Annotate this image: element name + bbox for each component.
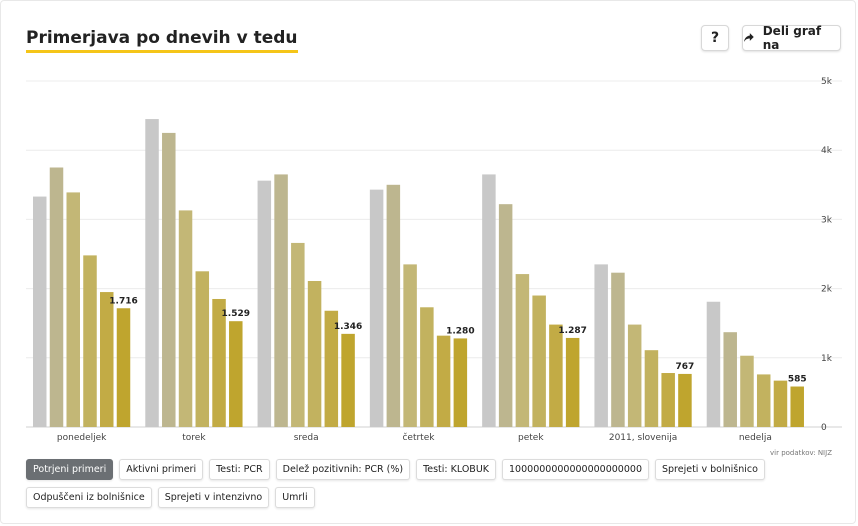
- bar-value-label: 585: [788, 375, 807, 385]
- metric-tab[interactable]: Testi: KLOBUK: [416, 459, 497, 480]
- metric-tab[interactable]: Potrjeni primeri: [26, 459, 114, 480]
- bar: [49, 167, 64, 427]
- bar: [740, 355, 754, 427]
- bar: [291, 242, 305, 427]
- bar: [678, 373, 692, 427]
- bar: [341, 333, 355, 427]
- bar: [195, 271, 210, 427]
- bar: [116, 308, 131, 427]
- bar: [33, 196, 47, 427]
- y-tick-label: 5k: [821, 77, 833, 87]
- y-tick-label: 4k: [821, 146, 833, 156]
- metric-tab[interactable]: Aktivni primeri: [119, 459, 204, 480]
- bar: [453, 338, 468, 427]
- bar: [756, 374, 771, 427]
- bar: [549, 324, 563, 427]
- bar: [83, 255, 97, 427]
- bar: [773, 380, 788, 427]
- bars: [33, 119, 804, 427]
- x-tick-label: 2011, slovenija: [609, 433, 677, 443]
- bar: [611, 272, 625, 427]
- y-axis: 0 1k 2k 3k 4k 5k: [821, 77, 833, 433]
- metric-tab[interactable]: Testi: PCR: [209, 459, 270, 480]
- metric-tab[interactable]: Odpuščeni iz bolnišnice: [26, 487, 152, 508]
- bar: [257, 180, 272, 427]
- share-arrow-icon: [743, 33, 754, 42]
- y-tick-label: 2k: [821, 285, 833, 295]
- bar-value-label: 1.716: [109, 296, 137, 306]
- share-label: Deli graf na: [762, 24, 822, 52]
- x-tick-label: ponedeljek: [57, 433, 107, 443]
- bar: [661, 373, 675, 427]
- bar-value-label: 1.287: [558, 326, 586, 336]
- bar: [274, 174, 288, 427]
- metric-tab[interactable]: Umrli: [275, 487, 315, 508]
- bar: [790, 386, 804, 427]
- bar: [644, 350, 659, 427]
- data-source: vir podatkov: NIJZ: [770, 449, 832, 457]
- x-axis: ponedeljek torek sreda četrtek petek 2011, sl…: [57, 432, 772, 443]
- grid-lines: [26, 80, 842, 428]
- bar: [100, 292, 114, 427]
- bar: [706, 301, 721, 427]
- x-tick-label: četrtek: [402, 432, 435, 443]
- bar: [369, 189, 384, 427]
- bar: [178, 210, 193, 427]
- bar: [162, 132, 176, 427]
- bar: [307, 280, 322, 427]
- x-tick-label: torek: [182, 433, 206, 443]
- chart-title: Primerjava po dnevih v tedu: [26, 28, 298, 53]
- bar: [229, 321, 243, 427]
- bar-chart: 1.716 1.529 1.346 1.280 1.287 767 585 ponedelj…: [26, 77, 842, 443]
- x-tick-label: nedelja: [739, 433, 772, 443]
- bar: [723, 332, 737, 427]
- bar: [145, 119, 159, 427]
- y-tick-label: 3k: [821, 215, 833, 225]
- bar: [565, 337, 580, 427]
- bar: [627, 324, 642, 427]
- bar-value-label: 1.280: [446, 326, 474, 336]
- bar: [66, 192, 80, 427]
- metric-tab[interactable]: Sprejeti v intenzivno: [157, 487, 270, 508]
- metric-tabs: Potrjeni primeri Aktivni primeri Testi: PC…: [26, 459, 826, 508]
- share-button[interactable]: Deli graf na: [742, 24, 841, 52]
- bar: [403, 264, 417, 427]
- metric-tab[interactable]: Delež pozitivnih: PCR (%): [275, 459, 411, 480]
- x-tick-label: sreda: [294, 433, 319, 443]
- bar: [420, 307, 434, 427]
- bar: [532, 295, 546, 427]
- bar-value-label: 1.346: [334, 322, 362, 332]
- y-tick-label: 1k: [821, 354, 833, 364]
- bar: [436, 335, 451, 427]
- bar: [482, 174, 496, 427]
- bar: [212, 298, 226, 427]
- bar: [515, 274, 530, 427]
- bar-value-label: 767: [676, 362, 695, 372]
- metric-tab[interactable]: 1000000000000000000000: [502, 459, 649, 480]
- bar: [324, 310, 339, 427]
- bar: [386, 184, 401, 427]
- y-tick-label: 0: [821, 423, 827, 433]
- help-label: ?: [710, 30, 720, 46]
- bar: [498, 204, 513, 427]
- data-labels: 1.716 1.529 1.346 1.280 1.287 767 585: [109, 296, 806, 384]
- bar: [594, 264, 608, 427]
- metric-tab[interactable]: Sprejeti v bolnišnico: [655, 459, 765, 480]
- bar-value-label: 1.529: [222, 309, 250, 319]
- x-tick-label: petek: [518, 433, 544, 443]
- help-button[interactable]: ?: [701, 25, 729, 51]
